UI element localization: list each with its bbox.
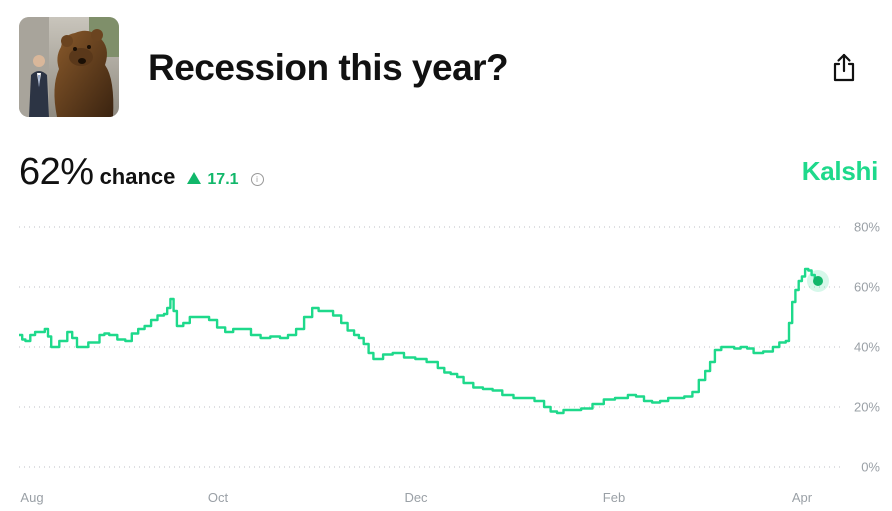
- y-axis-ticks: 80% 60% 40% 20% 0%: [854, 220, 880, 475]
- y-tick-label: 0%: [861, 460, 880, 475]
- y-tick-label: 20%: [854, 400, 880, 415]
- y-tick-label: 60%: [854, 280, 880, 295]
- market-thumbnail: [19, 17, 119, 117]
- chance-label: chance: [99, 164, 176, 189]
- probability-change: 17.1: [187, 171, 239, 189]
- x-tick-label: Aug: [20, 490, 43, 505]
- probability-summary: 62% chance 17.1 i: [19, 150, 264, 194]
- probability-line: [19, 267, 820, 415]
- x-tick-label: Dec: [404, 490, 428, 505]
- probability-chart: 80% 60% 40% 20% 0% Aug Oct Dec Feb Apr: [19, 220, 880, 505]
- x-tick-label: Feb: [603, 490, 625, 505]
- info-icon[interactable]: i: [250, 173, 264, 186]
- x-tick-label: Apr: [792, 490, 813, 505]
- chart-grid: [19, 226, 840, 468]
- probability-change-value: 17.1: [207, 171, 239, 188]
- brand-logo: Kalshi: [801, 156, 879, 186]
- page-title: Recession this year?: [148, 47, 509, 88]
- y-tick-label: 80%: [854, 220, 880, 235]
- up-triangle-icon: [187, 172, 202, 184]
- share-icon: [833, 53, 855, 82]
- probability-value: 62%: [19, 151, 94, 193]
- y-tick-label: 40%: [854, 340, 880, 355]
- bear-statue-image: [19, 17, 119, 117]
- x-tick-label: Oct: [208, 490, 229, 505]
- share-button[interactable]: [830, 52, 858, 84]
- x-axis-ticks: Aug Oct Dec Feb Apr: [20, 490, 812, 505]
- current-point: [813, 276, 823, 286]
